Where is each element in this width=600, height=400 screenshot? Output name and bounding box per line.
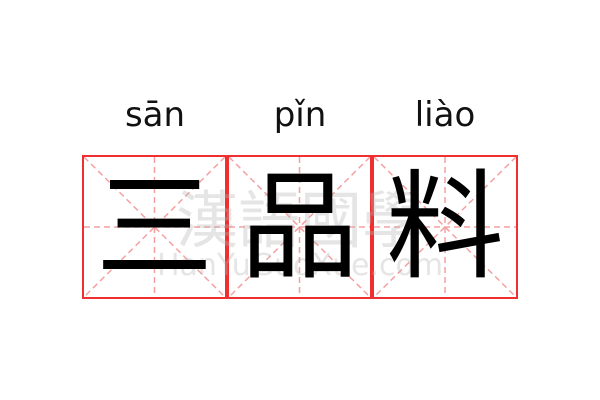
char-cell-2: 品	[227, 155, 372, 299]
watermark-title: 漢語國學	[175, 184, 424, 257]
character-2: 品	[240, 158, 359, 296]
character-3: 料	[385, 158, 504, 296]
character-grid: 三 品 料	[82, 155, 518, 299]
pinyin-1: sān	[124, 95, 186, 135]
pinyin-3: liào	[414, 95, 476, 135]
char-cell-1: 三	[82, 155, 227, 299]
guide-lines	[84, 157, 225, 297]
char-cell-3: 料	[372, 155, 518, 299]
watermark-url: HanYuGuoXue.com	[156, 248, 444, 283]
guide-lines	[229, 157, 370, 297]
pinyin-2: pǐn	[273, 95, 327, 135]
guide-lines	[374, 157, 516, 297]
character-1: 三	[95, 158, 214, 296]
